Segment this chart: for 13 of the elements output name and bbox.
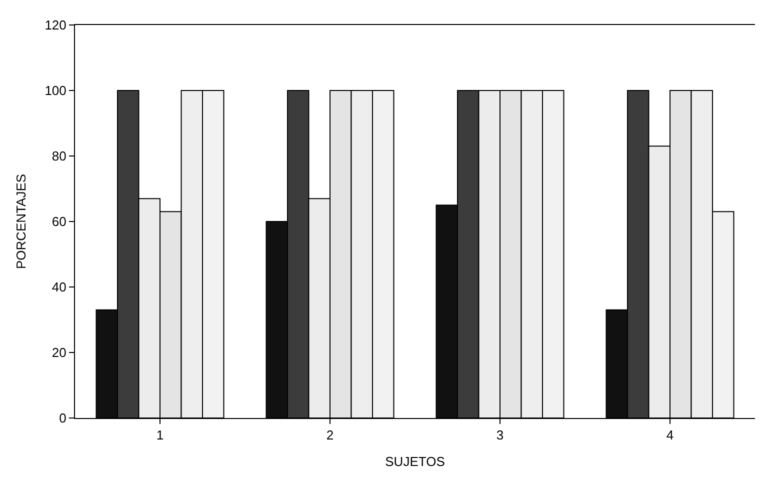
y-axis-title: PORCENTAJES (14, 174, 29, 270)
x-tick-label: 2 (326, 428, 334, 443)
y-tick-label: 120 (44, 18, 66, 33)
x-tick-label: 4 (666, 428, 674, 443)
x-axis-title: SUJETOS (385, 454, 446, 470)
y-tick-label: 20 (52, 345, 66, 360)
y-tick-label: 60 (52, 214, 66, 230)
y-tick-label: 100 (44, 83, 66, 98)
y-tick-label: 80 (52, 148, 66, 164)
x-tick-label: 3 (496, 428, 504, 443)
x-tick-label: 1 (156, 428, 164, 443)
y-tick-label: 0 (59, 410, 66, 426)
y-tick-label: 40 (52, 280, 66, 295)
